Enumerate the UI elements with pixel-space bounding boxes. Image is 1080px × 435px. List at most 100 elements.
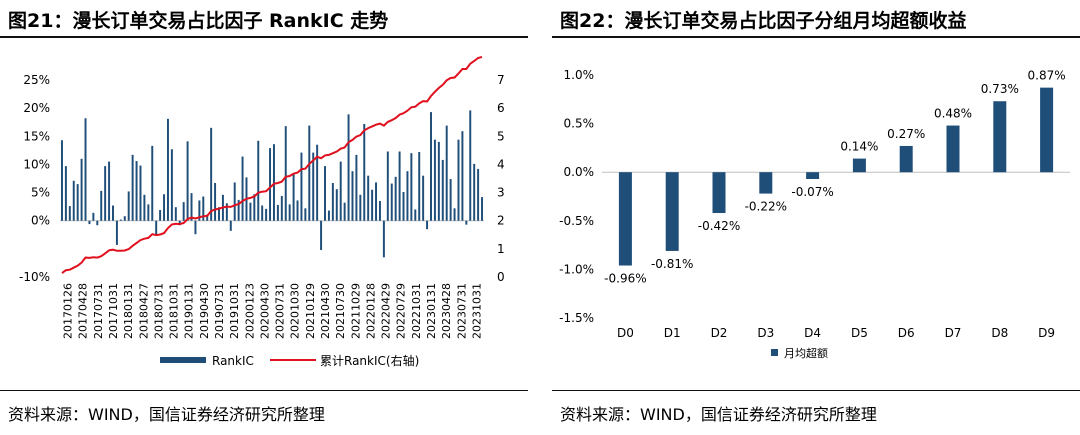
rankic-bar [190, 193, 193, 221]
rankic-bar [308, 125, 311, 221]
x-tick-label: 20180731 [152, 283, 165, 339]
rankic-bar [202, 196, 205, 221]
rankic-bar [80, 158, 83, 221]
chart-title-left: 图21：漫长订单交易占比因子 RankIC 走势 [8, 10, 389, 32]
x-tick-label: 20200430 [258, 283, 271, 339]
footer-rule-left [0, 390, 528, 391]
rankic-bar [170, 149, 173, 221]
legend-swatch-rankic [160, 357, 206, 363]
x-tick-label: 20180131 [122, 283, 135, 339]
rankic-bar [473, 163, 476, 221]
rankic-bar [288, 204, 291, 221]
source-note-right: 资料来源：WIND，国信证券经济研究所整理 [560, 405, 877, 424]
rankic-bar [430, 112, 432, 221]
y2-tick-label: 6 [497, 101, 505, 115]
x-tick-label: 20171031 [107, 283, 120, 339]
rankic-bar [316, 144, 319, 221]
group-bar-d5 [852, 158, 866, 173]
x-tick-label: 20230428 [440, 283, 453, 339]
rankic-bar [249, 202, 252, 221]
y2-tick-label: 5 [497, 129, 505, 143]
y-tick-label: -1.0% [559, 262, 594, 276]
rankic-bar [127, 191, 130, 221]
rankic-bar [257, 140, 260, 221]
group-bar-d8 [993, 101, 1007, 173]
rankic-bar [280, 195, 283, 221]
rankic-bar [198, 200, 201, 221]
rankic-bar [433, 139, 436, 221]
rankic-bar [465, 220, 468, 225]
footer-rule-right [552, 390, 1080, 391]
rankic-bar [178, 220, 181, 226]
rankic-bar [88, 220, 91, 225]
data-label: 0.14% [840, 140, 878, 154]
title-rule-left [0, 36, 528, 38]
data-label: 0.73% [981, 82, 1019, 96]
group-excess-chart: -0.96% -0.81% -0.42% -0.22% -0.07% 0.14% 0.27%… [559, 68, 1070, 360]
y-tick-label: 1.0% [564, 68, 595, 82]
rankic-bar [159, 210, 162, 221]
rankic-bar [327, 210, 330, 221]
x-tick-label: 20170731 [92, 283, 105, 339]
rankic-bar [210, 127, 213, 221]
rankic-bar [422, 175, 425, 221]
data-label: -0.96% [604, 272, 646, 286]
group-bar-d6 [899, 145, 913, 173]
rankic-bar [375, 182, 378, 221]
x-tick-label: 20170126 [62, 283, 75, 339]
x-tick-label: 20211029 [349, 283, 362, 339]
data-label: -0.81% [651, 257, 693, 271]
group-bar-d2 [712, 172, 726, 214]
x-tick-label: 20200731 [274, 283, 287, 339]
rankic-bar [174, 207, 177, 221]
rankic-bar [119, 219, 122, 221]
group-bar-d0 [618, 172, 632, 266]
rankic-bar [276, 204, 279, 221]
rankic-bar [296, 200, 299, 221]
rankic-bar [284, 126, 287, 221]
x-tick-label: 20190430 [198, 283, 211, 339]
group-bar-d1 [665, 172, 679, 251]
rankic-bar [135, 161, 138, 221]
rankic-bar [194, 220, 197, 235]
rankic-bar [166, 118, 169, 221]
title-rule-right [552, 36, 1080, 38]
rankic-bar [410, 153, 413, 221]
rankic-bar [418, 152, 421, 221]
rankic-bar [92, 212, 95, 221]
rankic-bar [382, 220, 385, 258]
x-tick-label: 20220729 [395, 283, 408, 339]
x-tick-label: 20190131 [183, 283, 196, 339]
x-tick-label: 20170428 [77, 283, 90, 339]
y-tick-label: 15% [23, 129, 50, 143]
x-tick-label: 20220128 [364, 283, 377, 339]
rankic-bar [312, 152, 315, 221]
rankic-bar [457, 139, 460, 221]
rankic-bar [72, 180, 75, 221]
rankic-bar [131, 154, 134, 221]
rankic-bar [343, 202, 346, 221]
rankic-bar [449, 179, 452, 221]
data-label: 0.87% [1028, 69, 1066, 83]
rankic-bar [104, 166, 107, 221]
rankic-bar [300, 152, 303, 221]
rankic-bar [261, 205, 264, 221]
rankic-bar [100, 190, 103, 221]
y2-tick-label: 0 [497, 270, 505, 284]
x-tick-label: 20221031 [410, 283, 423, 339]
x-tick-label: D6 [898, 326, 915, 340]
y-tick-label: 10% [23, 157, 50, 171]
rankic-bar [269, 148, 272, 221]
rankic-bar [339, 161, 342, 221]
y-tick-label: 25% [23, 73, 50, 87]
chart-panel-left: 图21：漫长订单交易占比因子 RankIC 走势 25% 20% 15% 10% 5% 0… [0, 0, 528, 435]
rankic-bar [398, 151, 401, 221]
rankic-bar [386, 151, 389, 221]
legend-label-rankic: RankIC [212, 354, 254, 368]
y-tick-label: -0.5% [559, 214, 594, 228]
rankic-bar [335, 189, 338, 221]
rankic-bar [363, 123, 366, 221]
rankic-bar [461, 131, 464, 221]
y2-tick-label: 1 [497, 242, 505, 256]
